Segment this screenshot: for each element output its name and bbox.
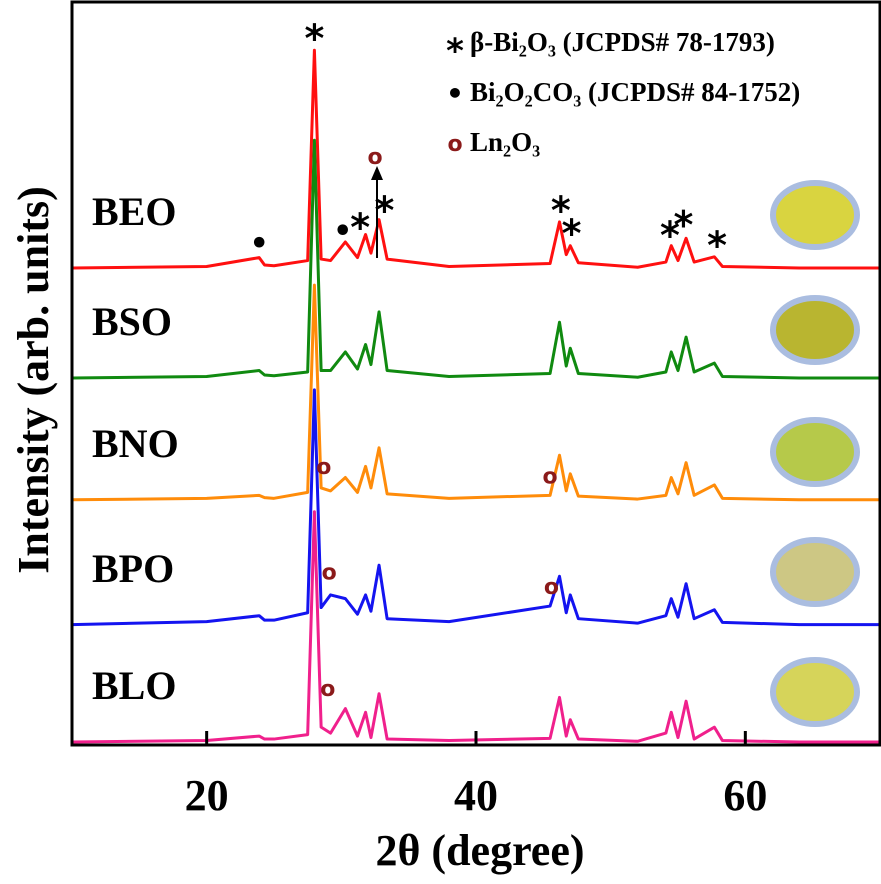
peak-marker: • — [333, 214, 352, 249]
legend-label: β-Bi₂O₃ (JCPDS# 78-1793) — [470, 27, 775, 57]
peak-marker: * — [562, 211, 582, 255]
series-label: BEO — [92, 189, 176, 234]
sample-photo — [773, 183, 857, 247]
sample-photo — [773, 540, 857, 604]
xrd-pattern — [72, 390, 880, 625]
peak-marker: o — [322, 560, 337, 585]
sample-photos — [773, 183, 857, 724]
peak-marker: o — [543, 465, 558, 490]
peak-marker: • — [250, 226, 269, 261]
peak-marker: * — [304, 17, 324, 61]
legend-label: Ln₂O₃ — [470, 127, 540, 157]
peak-marker: * — [707, 223, 727, 267]
series-label: BLO — [92, 663, 176, 708]
legend-symbol: * — [446, 32, 464, 72]
legend-symbol: o — [447, 132, 462, 157]
peak-marker: * — [673, 203, 693, 247]
peak-marker: o — [316, 455, 331, 480]
peak-marker: o — [320, 677, 335, 702]
xrd-pattern — [72, 285, 880, 500]
x-tick-label: 40 — [454, 771, 498, 820]
peak-marker: * — [374, 188, 394, 232]
peak-marker: o — [544, 575, 559, 600]
sample-photo — [773, 660, 857, 724]
legend-symbol: • — [446, 77, 464, 110]
series-label: BPO — [92, 546, 174, 591]
peak-marker: o — [367, 145, 382, 170]
x-tick-label: 60 — [723, 771, 767, 820]
peak-marker: * — [350, 205, 370, 249]
sample-photo — [773, 298, 857, 362]
axes-frame — [72, 2, 880, 745]
chart: 2θ (degree) Intensity (arb. units) 20 40 6… — [0, 0, 881, 884]
series-label: BNO — [92, 421, 179, 466]
y-axis-label: Intensity (arb. units) — [9, 186, 58, 574]
x-axis-label: 2θ (degree) — [375, 826, 584, 875]
legend-label: Bi₂O₂CO₃ (JCPDS# 84-1752) — [470, 77, 800, 107]
xrd-pattern — [72, 140, 880, 378]
series-label: BSO — [92, 299, 172, 344]
x-tick-label: 20 — [185, 771, 229, 820]
sample-photo — [773, 420, 857, 484]
xrd-pattern — [72, 512, 880, 742]
